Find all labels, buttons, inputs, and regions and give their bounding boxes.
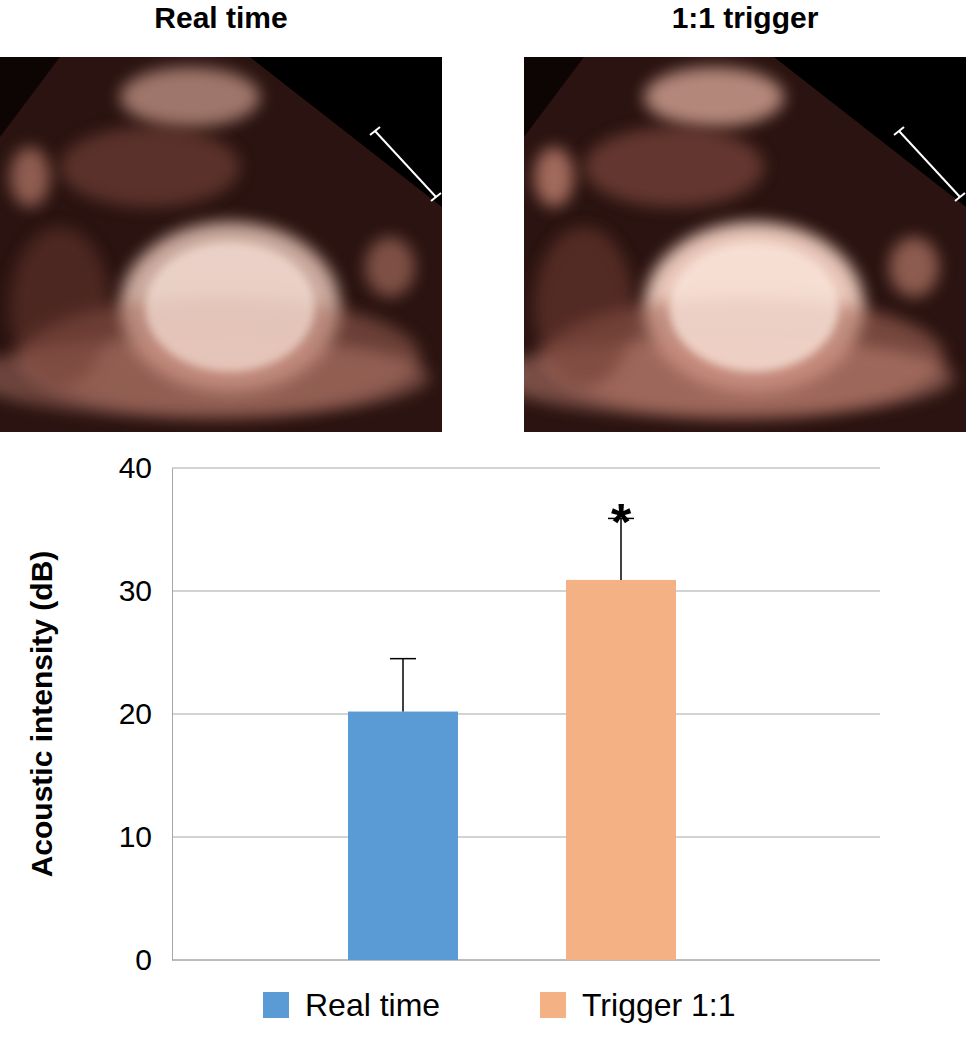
annotations: * (611, 493, 632, 551)
tissue (534, 227, 634, 387)
error-cap (390, 658, 416, 660)
sector-edge (0, 57, 60, 137)
ultrasound-image (494, 57, 966, 432)
cavity (145, 242, 315, 372)
tissue (584, 127, 764, 207)
legend: Real time Trigger 1:1 (263, 987, 736, 1023)
tissue (60, 127, 240, 207)
y-axis: 0 10 20 30 40 (119, 451, 173, 976)
tissue (889, 237, 939, 297)
scale-bar-cap (894, 127, 904, 135)
legend-label: Real time (305, 987, 440, 1023)
chart: 0 10 20 30 40 Acoustic intensity (dB) * (25, 451, 880, 976)
tick-label: 0 (135, 943, 152, 976)
tick: 10 (119, 820, 172, 853)
sector-edge (774, 57, 966, 207)
tick: 40 (119, 451, 172, 484)
figure: Real time 1:1 trigger 0 10 20 30 40 Acoustic in… (0, 0, 966, 1050)
bar (566, 580, 676, 960)
scale-bar (899, 131, 960, 197)
axis-line (172, 469, 173, 961)
tissue (644, 67, 784, 127)
tick-label: 10 (119, 820, 152, 853)
tick: 0 (135, 943, 172, 976)
grid-line (172, 960, 880, 961)
scale-bar (375, 131, 436, 197)
tick-label: 20 (119, 697, 152, 730)
panel-title: Real time (154, 1, 287, 34)
tissue (10, 227, 110, 387)
grid-line (172, 591, 880, 592)
panel-title: 1:1 trigger (672, 1, 819, 34)
tick: 20 (119, 697, 172, 730)
sector-edge (524, 57, 584, 137)
sector-edge (250, 57, 442, 207)
x-axis-line (172, 960, 880, 961)
grid-line (172, 714, 880, 715)
tick-label: 30 (119, 574, 152, 607)
legend-label: Trigger 1:1 (582, 987, 736, 1023)
tissue (534, 147, 574, 207)
tissue (10, 147, 50, 207)
tick-label: 40 (119, 451, 152, 484)
ultrasound-image (0, 57, 442, 432)
grid-line (172, 468, 880, 469)
error-bar (402, 659, 404, 712)
scale-bar-cap (955, 193, 965, 201)
bar (348, 712, 458, 960)
tick: 30 (119, 574, 172, 607)
grid (172, 468, 880, 960)
scale-bar-cap (431, 193, 441, 201)
cavity (669, 242, 839, 372)
y-axis-title: Acoustic intensity (dB) (25, 551, 58, 878)
grid-line (172, 837, 880, 838)
scale-bar-cap (370, 127, 380, 135)
tissue (365, 237, 415, 297)
plot-area (348, 518, 676, 960)
legend-swatch (263, 992, 289, 1018)
significance-mark: * (611, 493, 632, 551)
legend-swatch (540, 992, 566, 1018)
tissue (120, 67, 260, 127)
